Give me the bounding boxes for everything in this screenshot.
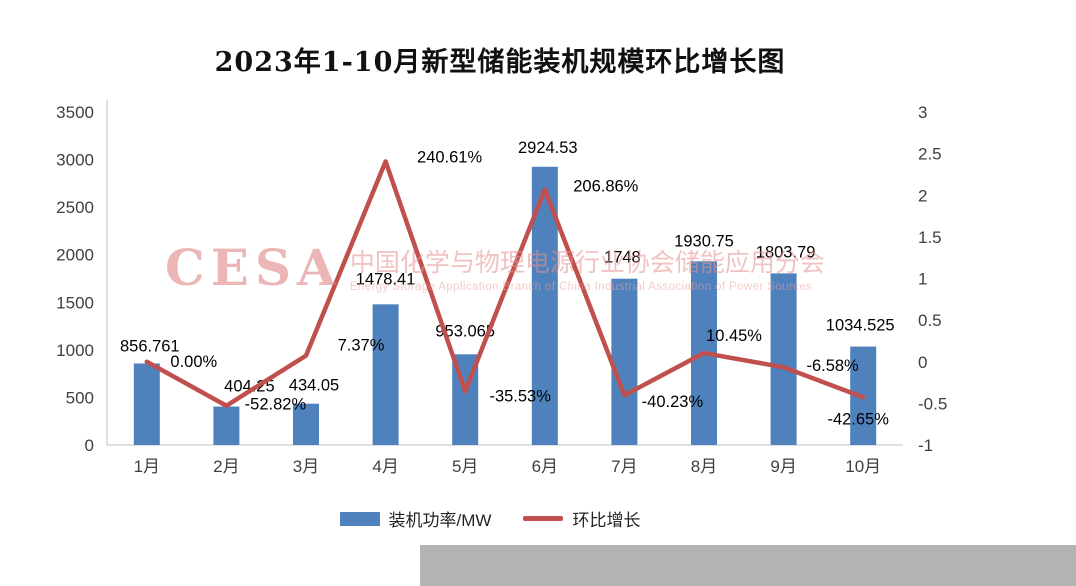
- left-axis-tick-label: 3500: [56, 103, 94, 122]
- right-axis-tick-label: 0: [918, 353, 927, 372]
- line-value-label: 7.37%: [338, 337, 385, 355]
- bar-2月: [213, 406, 240, 445]
- line-value-label: 206.86%: [573, 178, 638, 196]
- bar-1月: [133, 363, 160, 445]
- legend-item-installed-power: 装机功率/MW: [339, 506, 492, 531]
- x-axis-label: 10月: [845, 457, 881, 476]
- right-axis-tick-label: -0.5: [918, 394, 947, 413]
- line-value-label: -52.82%: [245, 396, 307, 414]
- left-axis-tick-label: 500: [66, 388, 94, 407]
- left-axis-tick-label: 1000: [56, 341, 94, 360]
- legend-label-installed-power: 装机功率/MW: [388, 511, 492, 530]
- x-axis-label: 4月: [372, 457, 398, 476]
- legend-item-mom-growth: 环比增长: [523, 506, 640, 531]
- x-axis-label: 8月: [691, 457, 717, 476]
- bar-value-label: 434.05: [289, 377, 339, 395]
- bar-series-swatch: [339, 511, 380, 526]
- right-axis-tick-label: 1: [918, 270, 927, 289]
- right-axis-tick-label: 2.5: [918, 145, 942, 164]
- left-axis-tick-label: 3000: [56, 151, 94, 170]
- x-axis-label: 1月: [134, 457, 160, 476]
- bar-value-label: 1930.75: [674, 232, 734, 250]
- bar-4月: [372, 304, 399, 445]
- x-axis-label: 5月: [452, 457, 478, 476]
- right-axis-tick-label: -1: [918, 436, 933, 455]
- x-axis-label: 9月: [770, 457, 796, 476]
- x-axis-label: 7月: [611, 457, 637, 476]
- right-axis-tick-label: 1.5: [918, 228, 942, 247]
- legend-label-mom-growth: 环比增长: [572, 511, 641, 530]
- line-value-label: -35.53%: [489, 387, 551, 405]
- line-value-label: 240.61%: [417, 148, 482, 166]
- line-value-label: 0.00%: [170, 353, 217, 371]
- line-value-label: -6.58%: [806, 357, 859, 375]
- right-axis-tick-label: 0.5: [918, 311, 942, 330]
- bar-3月: [293, 403, 319, 445]
- line-value-label: -42.65%: [827, 410, 889, 428]
- x-axis-label: 6月: [532, 457, 558, 476]
- right-axis-tick-label: 3: [918, 103, 927, 122]
- x-axis-label: 2月: [213, 457, 239, 476]
- background-gray-area: [420, 545, 1076, 586]
- bar-value-label: 1034.525: [826, 317, 895, 335]
- left-axis-tick-label: 0: [85, 436, 94, 455]
- line-series-swatch: [523, 516, 564, 521]
- left-axis-tick-label: 2500: [56, 198, 94, 217]
- line-value-label: 10.45%: [706, 327, 762, 345]
- bar-9月: [770, 273, 797, 445]
- right-axis-tick-label: 2: [918, 186, 927, 205]
- bar-value-label: 2924.53: [518, 139, 578, 157]
- line-value-label: -40.23%: [642, 393, 704, 411]
- bar-value-label: 856.761: [120, 337, 180, 355]
- x-axis-label: 3月: [293, 457, 319, 476]
- bar-value-label: 1478.41: [356, 270, 416, 288]
- left-axis-tick-label: 1500: [56, 293, 94, 312]
- left-axis-tick-label: 2000: [56, 246, 94, 265]
- bar-value-label: 1803.79: [756, 243, 816, 261]
- bar-7月: [611, 278, 638, 445]
- bar-value-label: 1748: [604, 249, 641, 267]
- mom-growth-line: [144, 159, 866, 408]
- chart-title: 2023年1-10月新型储能装机规模环比增长图: [214, 47, 786, 78]
- bar-value-label: 953.065: [435, 322, 495, 340]
- chart-legend: 装机功率/MW 环比增长: [0, 506, 980, 531]
